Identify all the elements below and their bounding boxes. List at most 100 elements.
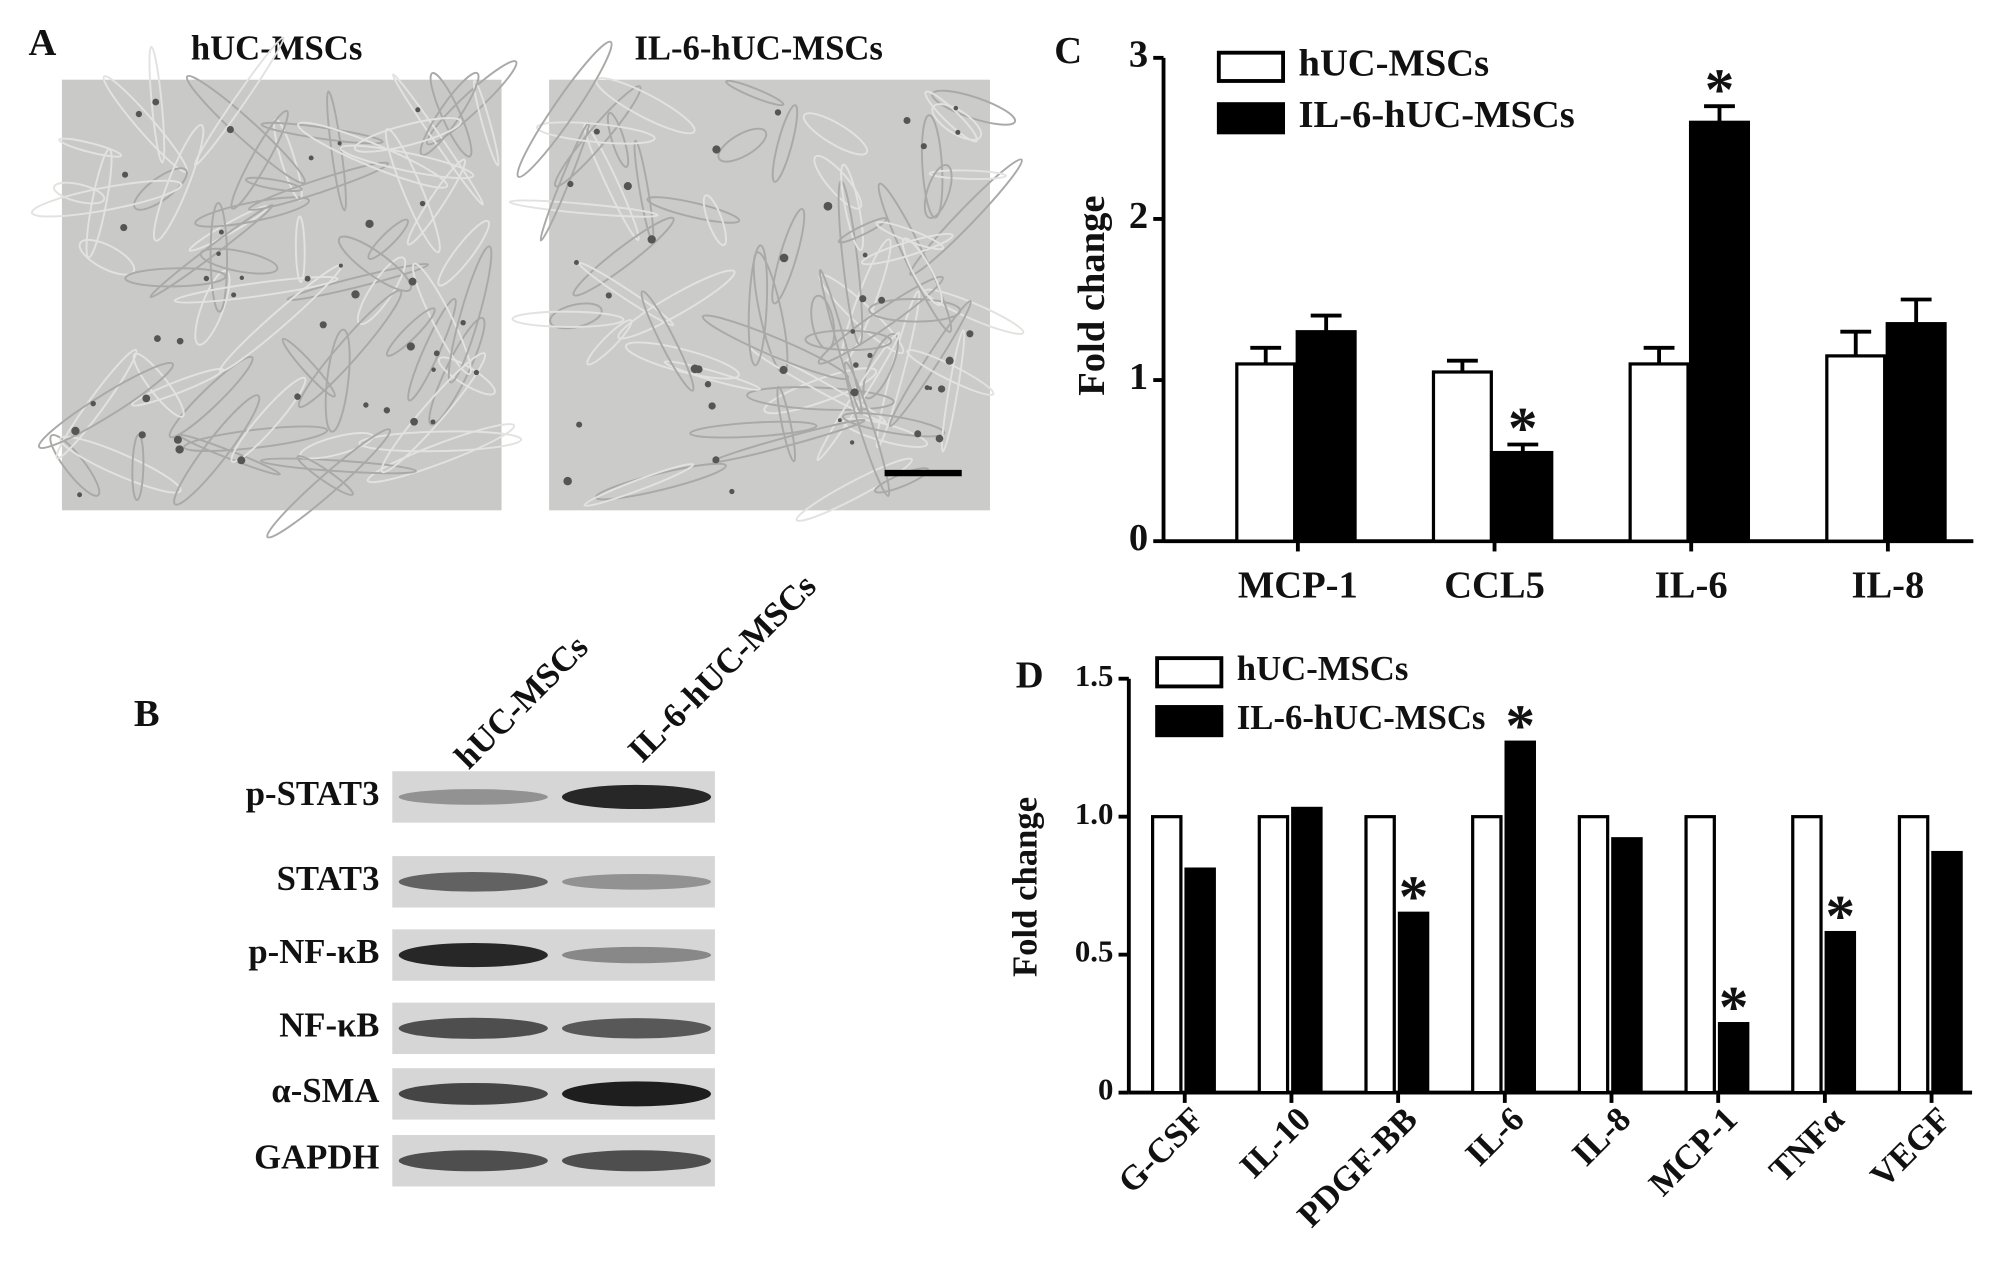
bar — [1504, 740, 1536, 1095]
x-tick-label: CCL5 — [1444, 565, 1545, 607]
blot-band — [561, 1150, 712, 1172]
cell — [173, 394, 261, 506]
cell — [173, 275, 339, 304]
cell — [152, 124, 205, 242]
granule — [708, 402, 716, 410]
bar — [1628, 362, 1690, 543]
cell — [297, 121, 449, 189]
y-tick-label: 0 — [1129, 517, 1148, 559]
x-tick-label: TNFα — [1761, 1099, 1851, 1189]
cell — [259, 457, 417, 475]
cell — [380, 352, 487, 474]
cell — [281, 337, 336, 398]
cell — [230, 376, 307, 463]
granule — [406, 342, 415, 351]
cell — [817, 275, 944, 365]
cell — [717, 127, 768, 163]
granule — [71, 426, 80, 436]
bar — [1825, 354, 1887, 543]
cell — [802, 112, 869, 156]
cell — [646, 196, 741, 224]
cell — [367, 218, 409, 260]
bar — [1717, 1022, 1750, 1095]
granule — [859, 295, 867, 303]
cell — [842, 412, 946, 438]
bar — [1151, 815, 1183, 1095]
significance-mark: * — [1719, 974, 1749, 1040]
cell — [771, 208, 806, 305]
x-tick-label: IL-6 — [1655, 565, 1728, 607]
granule — [90, 400, 96, 407]
cell — [940, 329, 966, 453]
cell — [194, 196, 310, 228]
cell — [406, 158, 467, 246]
legend-swatch — [1155, 656, 1224, 689]
granule — [363, 402, 369, 408]
significance-mark: * — [1508, 395, 1538, 461]
granule — [460, 319, 466, 326]
cell — [59, 435, 182, 494]
cell — [339, 144, 475, 180]
bar — [1295, 330, 1357, 543]
legend-label: IL-6-hUC-MSCs — [1237, 698, 1486, 737]
granule — [430, 419, 436, 425]
cell — [260, 121, 384, 145]
blot-row-label: NF-κB — [279, 1005, 379, 1044]
y-tick-label: 0.5 — [1075, 935, 1114, 969]
y-tick-label: 1.5 — [1075, 659, 1114, 693]
blot-band — [561, 946, 712, 964]
granule — [878, 296, 886, 304]
cell — [763, 367, 878, 415]
cell — [245, 176, 303, 192]
bar — [1824, 930, 1857, 1095]
cell — [132, 352, 185, 418]
cell — [747, 244, 769, 367]
cell — [266, 428, 392, 539]
legend-swatch — [1155, 705, 1224, 738]
blot-row-label: p-STAT3 — [246, 774, 380, 813]
granule — [383, 407, 391, 414]
micrograph — [30, 36, 523, 539]
granule — [779, 253, 789, 263]
significance-mark: * — [1826, 883, 1856, 949]
blot-row-label: p-NF-κB — [248, 932, 379, 971]
panel-label: C — [1054, 30, 1082, 72]
cell — [447, 245, 493, 384]
blot-band — [561, 1081, 712, 1107]
cell — [771, 104, 799, 183]
granule — [152, 98, 160, 106]
bar — [1431, 370, 1493, 543]
bar — [1611, 837, 1643, 1095]
granule — [138, 431, 146, 439]
granule — [593, 128, 600, 135]
cell — [294, 215, 306, 283]
bar — [1931, 850, 1963, 1095]
cell — [776, 385, 797, 463]
y-tick-label: 1 — [1129, 356, 1148, 398]
panel-label: A — [29, 22, 57, 64]
cell — [58, 137, 123, 158]
cell — [860, 232, 954, 266]
y-axis-label: Fold change — [1006, 797, 1045, 977]
granule — [867, 352, 873, 358]
granule — [914, 430, 922, 438]
cell — [286, 262, 430, 302]
cell — [391, 73, 484, 206]
bar — [1684, 815, 1716, 1095]
x-tick-label: IL-10 — [1232, 1099, 1318, 1185]
blot-band — [561, 784, 712, 810]
cell — [837, 217, 888, 244]
x-tick-label: IL-8 — [1851, 565, 1924, 607]
cell — [437, 219, 491, 287]
cell — [711, 418, 866, 464]
granule — [647, 235, 656, 244]
micrograph — [508, 40, 1025, 522]
granule — [850, 388, 859, 397]
cell — [818, 268, 863, 415]
bar — [1471, 815, 1503, 1095]
granule — [319, 321, 327, 329]
x-tick-label: VEGF — [1863, 1099, 1959, 1195]
cell — [840, 163, 864, 252]
column-label: hUC-MSCs — [447, 627, 596, 776]
